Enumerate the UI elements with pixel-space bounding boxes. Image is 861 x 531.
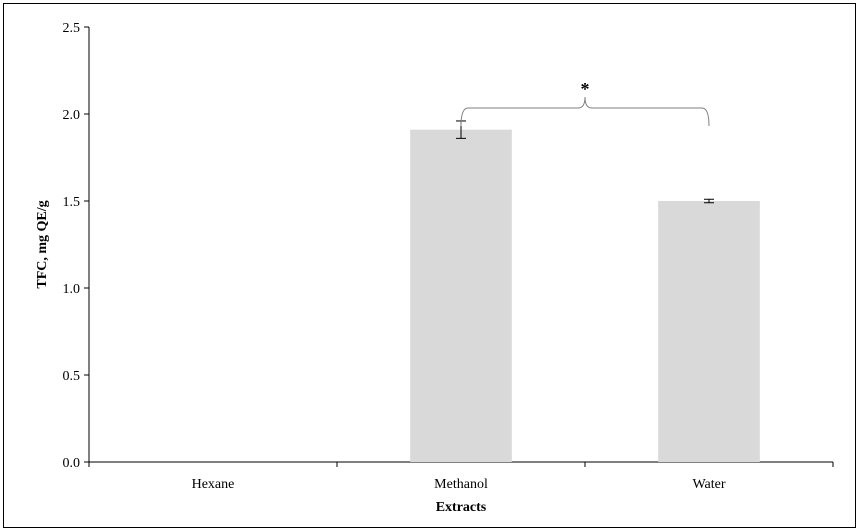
annotation-layer: * bbox=[460, 79, 710, 127]
y-axis-title: TFC, mg QE/g bbox=[35, 200, 50, 288]
bars-layer bbox=[410, 129, 760, 462]
bar-methanol bbox=[410, 129, 512, 462]
axes-layer: 0.0 0.5 1.0 1.5 2.0 2.5 Hexane Methanol Water bbox=[63, 21, 834, 492]
x-tick-label: Water bbox=[692, 477, 725, 492]
y-tick-label: 0.0 bbox=[63, 456, 81, 471]
y-tick-label: 1.5 bbox=[63, 195, 81, 210]
bar-water bbox=[658, 201, 760, 462]
x-axis-title: Extracts bbox=[436, 500, 487, 515]
y-tick-label: 2.0 bbox=[63, 108, 81, 123]
y-tick-label: 0.5 bbox=[63, 369, 81, 384]
labels-layer: Extracts TFC, mg QE/g bbox=[35, 200, 487, 515]
x-tick-label: Hexane bbox=[192, 477, 235, 492]
significance-marker: * bbox=[581, 79, 590, 99]
y-tick-label: 2.5 bbox=[63, 21, 81, 36]
y-tick-label: 1.0 bbox=[63, 282, 81, 297]
significance-brace bbox=[460, 96, 710, 127]
x-tick-label: Methanol bbox=[434, 477, 488, 492]
